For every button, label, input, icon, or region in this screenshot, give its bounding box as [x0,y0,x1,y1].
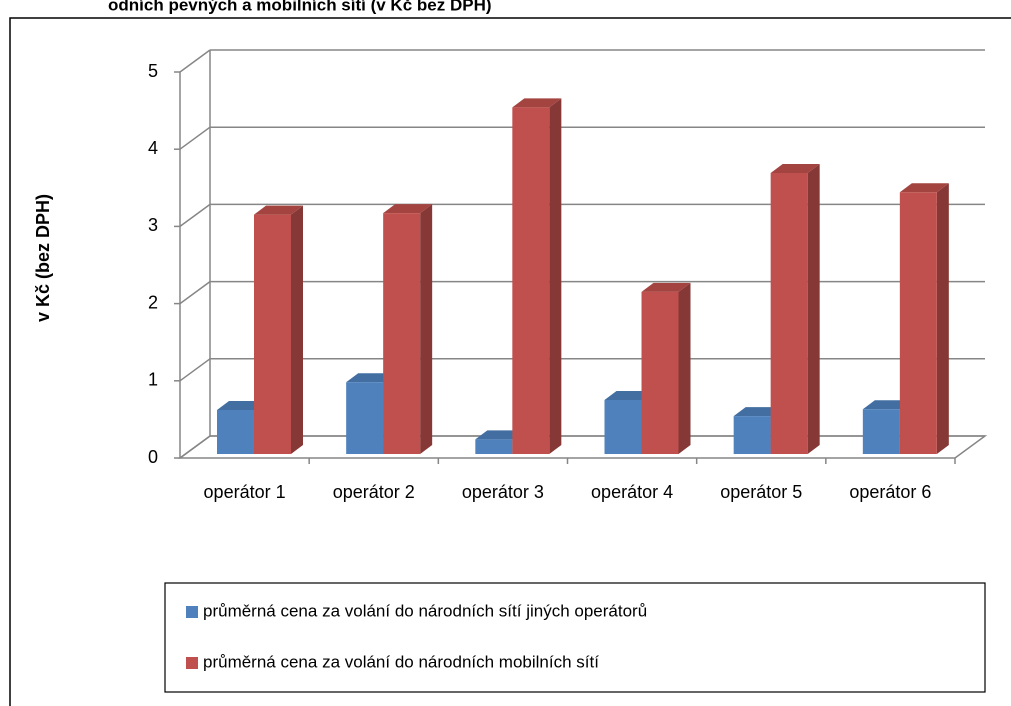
y-tick-label: 0 [148,447,158,467]
bar-front [770,172,808,454]
bar-front [862,409,900,454]
bar-top [604,390,654,400]
y-axis-label: v Kč (bez DPH) [33,194,53,322]
legend-label: průměrná cena za volání do národních sít… [203,601,647,620]
bar-front [346,382,384,454]
y-tick-label: 3 [148,215,158,235]
chart-frame [9,17,1011,706]
legend-label: průměrná cena za volání do národních mob… [203,652,599,671]
bar [512,98,562,454]
bar-side [807,163,820,454]
grid-line [179,280,211,305]
legend-box [164,582,986,693]
bar-top [346,373,396,383]
y-tick-label: 1 [148,370,158,390]
bar-front [899,192,937,455]
bar-side [291,205,303,454]
bar-side [420,204,433,454]
x-tick-label: operátor 6 [849,482,932,502]
x-tick-label: operátor 5 [720,482,803,502]
x-tick-label: operátor 4 [591,482,674,502]
legend-swatch [186,606,198,618]
chart-title: odních pevných a mobilních sítí (v Kč be… [108,0,492,14]
bar-front [254,214,291,454]
bar [254,205,303,454]
grid-line [179,435,211,459]
bar-front [641,291,679,454]
y-tick-label: 5 [148,61,158,81]
bar-top [475,430,525,440]
grid-line [179,126,211,150]
bar-front [733,416,771,454]
bar-top [383,204,433,214]
bar-front [217,409,254,454]
bar-side [936,183,949,455]
bar-front [383,213,421,454]
y-tick-label: 4 [148,138,158,158]
x-tick-label: operátor 2 [332,482,415,502]
bar [899,183,949,455]
x-tick-label: operátor 3 [461,482,544,502]
bar-top [770,163,820,173]
grid-line [179,358,211,382]
bar-top [899,183,949,193]
bar-front [475,439,513,454]
bar-top [733,407,783,417]
y-tick-label: 2 [148,292,158,312]
bar-side [549,98,562,454]
grid-line [179,49,211,73]
bar-top [254,205,303,215]
grid-line [179,203,211,228]
bar-top [217,400,266,410]
bar-front [604,399,642,454]
bar-top [512,98,562,108]
bar [383,204,433,454]
bar-top [862,400,912,410]
x-tick-label: operátor 1 [203,482,286,502]
bar [641,282,691,454]
bar-side [678,282,691,454]
legend-swatch [186,657,198,669]
bar-front [512,107,550,454]
bar [770,163,820,454]
bar-top [641,282,691,292]
